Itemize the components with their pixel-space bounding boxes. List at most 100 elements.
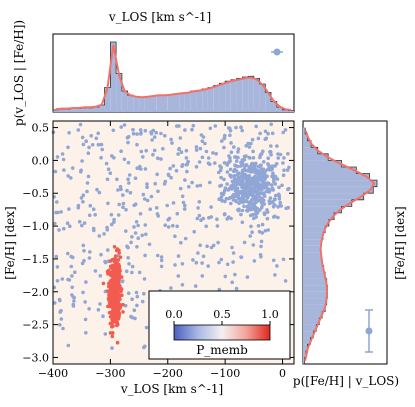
scatter-point-nonmember	[54, 254, 59, 259]
right-y-axis-label: [Fe/H] [dex]	[393, 206, 407, 279]
x-tick-label: −200	[153, 367, 183, 380]
scatter-point-nonmember	[283, 128, 288, 132]
scatter-point-member	[114, 276, 119, 281]
scatter-point-nonmember	[81, 200, 85, 204]
scatter-point-nonmember	[53, 301, 57, 305]
scatter-point-nonmember	[229, 201, 233, 206]
scatter-point-nonmember	[240, 220, 245, 225]
scatter-point-nonmember	[106, 248, 110, 252]
scatter-point-nonmember	[203, 141, 207, 146]
scatter-point-nonmember	[84, 331, 88, 335]
scatter-point-nonmember	[224, 196, 229, 201]
scatter-point-nonmember	[72, 299, 76, 303]
scatter-point-nonmember	[180, 194, 185, 199]
scatter-point-nonmember	[183, 203, 187, 208]
scatter-point-nonmember	[61, 326, 65, 331]
scatter-point-nonmember	[260, 231, 265, 235]
scatter-point-nonmember	[159, 131, 163, 136]
scatter-point-nonmember	[273, 214, 277, 219]
top-hist-bar	[185, 92, 191, 112]
scatter-point-nonmember	[59, 317, 64, 321]
top-hist-bar	[58, 109, 65, 112]
scatter-point-nonmember	[103, 260, 108, 265]
scatter-point-nonmember	[71, 255, 75, 260]
y-tick-label: −1.0	[22, 220, 49, 233]
top-hist-model-curve	[55, 44, 292, 111]
scatter-point-nonmember	[171, 223, 175, 228]
top-hist-bars	[52, 41, 294, 112]
top-hist-bar	[230, 79, 237, 112]
scatter-point-nonmember	[229, 141, 233, 145]
top-hist-bar	[150, 95, 157, 112]
scatter-point-member	[109, 278, 114, 282]
scatter-point-nonmember	[66, 145, 70, 150]
scatter-point-nonmember	[154, 206, 159, 210]
scatter-point-nonmember	[232, 174, 237, 178]
top-hist-bar	[104, 87, 111, 112]
scatter-point-nonmember	[84, 139, 88, 143]
scatter-point-member	[109, 314, 114, 319]
scatter-point-nonmember	[103, 332, 108, 336]
scatter-point-nonmember	[134, 220, 139, 224]
scatter-point-nonmember	[264, 189, 269, 194]
scatter-point-nonmember	[139, 149, 144, 154]
scatter-point-nonmember	[181, 163, 185, 167]
scatter-point-nonmember	[163, 133, 167, 138]
scatter-point-nonmember	[61, 157, 66, 162]
scatter-point-member	[121, 302, 125, 307]
right-hist-bar	[303, 206, 342, 213]
right-hist-bar	[303, 357, 305, 364]
scatter-point-nonmember	[96, 142, 101, 147]
scatter-point-nonmember	[138, 212, 143, 216]
scatter-point-nonmember	[253, 208, 257, 212]
scatter-point-nonmember	[175, 224, 179, 229]
scatter-point-member	[113, 293, 117, 297]
scatter-point-nonmember	[236, 147, 241, 151]
top-hist-bar	[98, 105, 105, 112]
scatter-point-nonmember	[165, 203, 169, 208]
scatter-point-nonmember	[252, 186, 256, 190]
scatter-point-nonmember	[231, 251, 236, 255]
scatter-point-nonmember	[116, 213, 121, 217]
scatter-point-nonmember	[130, 297, 134, 302]
scatter-point-nonmember	[55, 279, 60, 283]
scatter-point-nonmember	[222, 177, 226, 182]
scatter-point-nonmember	[256, 136, 261, 141]
scatter-point-nonmember	[62, 226, 66, 231]
scatter-point-nonmember	[180, 283, 185, 287]
scatter-point-nonmember	[99, 155, 103, 160]
scatter-point-nonmember	[225, 182, 229, 186]
scatter-point-nonmember	[201, 254, 206, 259]
scatter-point-nonmember	[277, 185, 281, 190]
scatter-point-nonmember	[69, 264, 74, 269]
scatter-point-nonmember	[71, 295, 76, 299]
scatter-point-member	[117, 251, 121, 255]
scatter-point-nonmember	[148, 207, 152, 211]
scatter-point-nonmember	[132, 203, 136, 208]
scatter-point-nonmember	[273, 273, 277, 277]
scatter-point-nonmember	[204, 149, 209, 154]
scatter-point-nonmember	[66, 277, 70, 282]
scatter-point-nonmember	[93, 269, 98, 273]
scatter-point-member	[113, 307, 117, 312]
scatter-point-nonmember	[261, 167, 266, 172]
scatter-point-nonmember	[166, 173, 171, 178]
colorbar-inset: 0.0 0.5 1.0 P_memb	[148, 290, 291, 360]
scatter-point-nonmember	[121, 201, 126, 206]
scatter-point-nonmember	[112, 217, 116, 222]
scatter-point-nonmember	[246, 193, 250, 198]
scatter-point-nonmember	[58, 323, 62, 327]
x-tick-label: −400	[38, 367, 68, 380]
scatter-point-nonmember	[277, 194, 282, 198]
scatter-point-nonmember	[232, 169, 237, 173]
scatter-point-nonmember	[197, 213, 202, 218]
scatter-point-nonmember	[124, 269, 129, 274]
scatter-point-nonmember	[166, 225, 171, 229]
scatter-point-nonmember	[119, 149, 123, 153]
scatter-point-nonmember	[259, 196, 263, 200]
scatter-point-nonmember	[135, 132, 139, 136]
scatter-point-nonmember	[223, 133, 227, 138]
scatter-point-nonmember	[108, 171, 113, 175]
scatter-point-nonmember	[111, 128, 116, 133]
scatter-point-nonmember	[178, 186, 183, 191]
